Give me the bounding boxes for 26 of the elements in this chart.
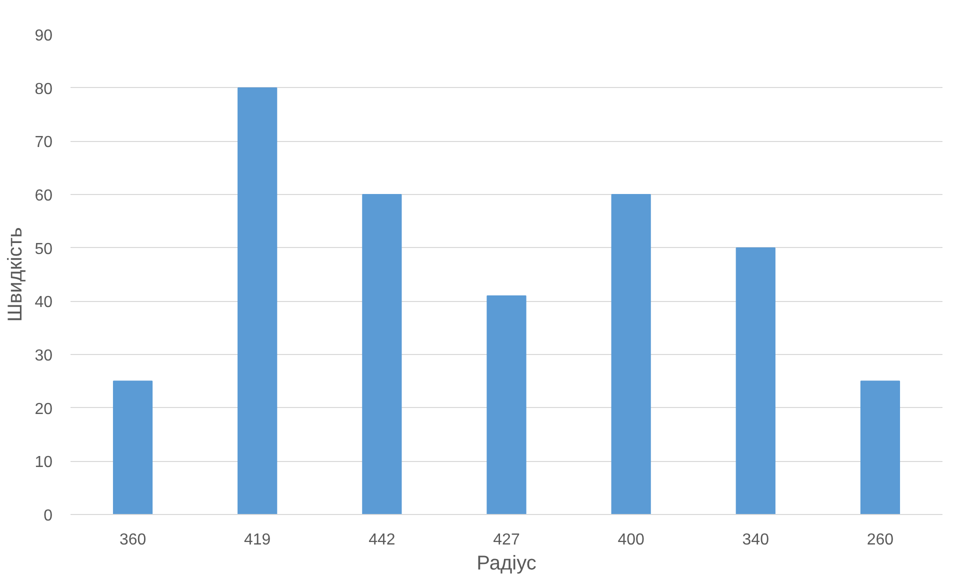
y-tick-label: 80: [34, 80, 53, 98]
y-tick-label: 30: [34, 348, 53, 364]
y-tick-label: 0: [44, 508, 53, 524]
x-tick-label: 260: [866, 532, 894, 548]
bar: [238, 87, 278, 514]
x-tick-label: 360: [119, 532, 146, 548]
x-tick-label: 427: [493, 532, 520, 548]
y-tick-label: 40: [34, 294, 53, 312]
y-tick-label: 70: [34, 134, 53, 152]
bar: [112, 380, 153, 514]
x-tick-label: 400: [618, 532, 645, 548]
x-axis-title: Радіус: [476, 552, 536, 574]
y-axis-title: Швидкість: [4, 227, 27, 322]
bar: [486, 295, 526, 514]
bar: [736, 247, 776, 514]
bar: [860, 380, 900, 514]
y-tick-label: 50: [34, 240, 53, 258]
y-tick-label: 10: [34, 454, 53, 472]
y-tick-label: 20: [34, 400, 53, 418]
y-tick-label: 60: [34, 188, 53, 204]
x-tick-label: 442: [368, 532, 396, 548]
bar: [611, 194, 651, 514]
bar: [362, 194, 402, 514]
y-tick-label: 90: [34, 28, 53, 44]
x-tick-label: 340: [742, 532, 770, 548]
x-tick-label: 419: [244, 532, 271, 548]
